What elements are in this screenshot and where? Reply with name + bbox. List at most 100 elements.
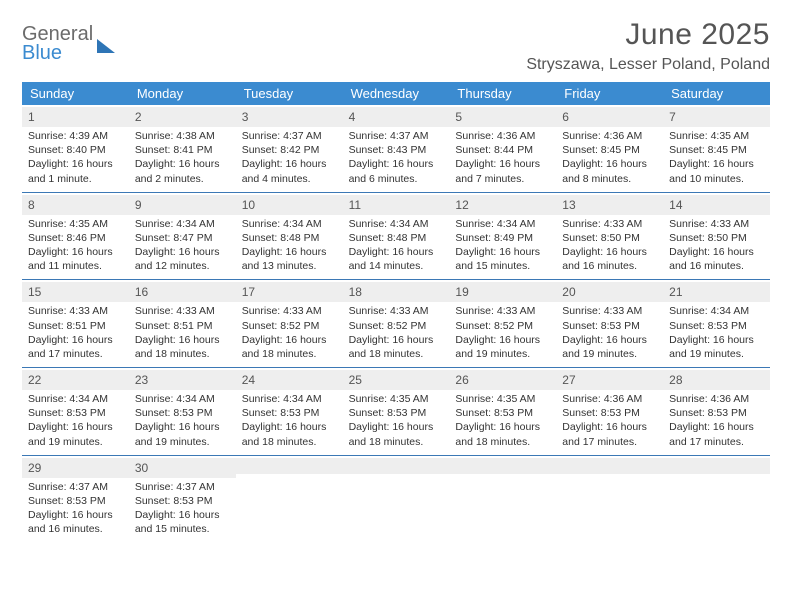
day-number-bar: 11 — [343, 195, 450, 215]
daylight-line: Daylight: 16 hours and 6 minutes. — [349, 157, 444, 185]
day-number: 6 — [562, 110, 569, 124]
page-header: General Blue June 2025 Stryszawa, Lesser… — [22, 18, 770, 74]
day-cell: 5Sunrise: 4:36 AMSunset: 8:44 PMDaylight… — [449, 105, 556, 192]
sunset-line: Sunset: 8:53 PM — [135, 494, 230, 508]
sunset-line: Sunset: 8:52 PM — [242, 319, 337, 333]
day-number: 27 — [562, 373, 575, 387]
day-number-bar: 7 — [663, 107, 770, 127]
sunset-line: Sunset: 8:50 PM — [669, 231, 764, 245]
sunset-line: Sunset: 8:49 PM — [455, 231, 550, 245]
day-number: 5 — [455, 110, 462, 124]
day-cell: 29Sunrise: 4:37 AMSunset: 8:53 PMDayligh… — [22, 456, 129, 543]
daylight-line: Daylight: 16 hours and 18 minutes. — [135, 333, 230, 361]
day-cell: 30Sunrise: 4:37 AMSunset: 8:53 PMDayligh… — [129, 456, 236, 543]
day-cell: 17Sunrise: 4:33 AMSunset: 8:52 PMDayligh… — [236, 280, 343, 367]
sunrise-line: Sunrise: 4:35 AM — [669, 129, 764, 143]
month-title: June 2025 — [526, 18, 770, 52]
daylight-line: Daylight: 16 hours and 10 minutes. — [669, 157, 764, 185]
weekday-label: Wednesday — [343, 82, 450, 105]
sunrise-line: Sunrise: 4:37 AM — [28, 480, 123, 494]
sunset-line: Sunset: 8:45 PM — [562, 143, 657, 157]
week-row: 29Sunrise: 4:37 AMSunset: 8:53 PMDayligh… — [22, 456, 770, 543]
day-number: 23 — [135, 373, 148, 387]
daylight-line: Daylight: 16 hours and 17 minutes. — [562, 420, 657, 448]
sunset-line: Sunset: 8:47 PM — [135, 231, 230, 245]
sunset-line: Sunset: 8:53 PM — [349, 406, 444, 420]
daylight-line: Daylight: 16 hours and 11 minutes. — [28, 245, 123, 273]
day-number: 13 — [562, 198, 575, 212]
day-number-bar: 25 — [343, 370, 450, 390]
day-number-bar — [236, 458, 343, 474]
sunset-line: Sunset: 8:43 PM — [349, 143, 444, 157]
day-cell — [556, 456, 663, 543]
logo-line2: Blue — [22, 43, 93, 63]
weekday-label: Tuesday — [236, 82, 343, 105]
day-number: 30 — [135, 461, 148, 475]
day-cell: 11Sunrise: 4:34 AMSunset: 8:48 PMDayligh… — [343, 193, 450, 280]
day-number-bar — [556, 458, 663, 474]
day-number-bar: 12 — [449, 195, 556, 215]
day-cell: 3Sunrise: 4:37 AMSunset: 8:42 PMDaylight… — [236, 105, 343, 192]
logo-text: General Blue — [22, 24, 93, 63]
day-number-bar: 5 — [449, 107, 556, 127]
day-number: 28 — [669, 373, 682, 387]
day-cell — [343, 456, 450, 543]
sunrise-line: Sunrise: 4:33 AM — [28, 304, 123, 318]
day-number-bar: 21 — [663, 282, 770, 302]
day-number-bar — [343, 458, 450, 474]
daylight-line: Daylight: 16 hours and 15 minutes. — [455, 245, 550, 273]
day-number: 19 — [455, 285, 468, 299]
day-number: 17 — [242, 285, 255, 299]
day-cell: 28Sunrise: 4:36 AMSunset: 8:53 PMDayligh… — [663, 368, 770, 455]
day-number-bar: 15 — [22, 282, 129, 302]
sunrise-line: Sunrise: 4:37 AM — [135, 480, 230, 494]
day-cell: 2Sunrise: 4:38 AMSunset: 8:41 PMDaylight… — [129, 105, 236, 192]
weekday-label: Saturday — [663, 82, 770, 105]
day-number-bar: 10 — [236, 195, 343, 215]
sunrise-line: Sunrise: 4:33 AM — [349, 304, 444, 318]
daylight-line: Daylight: 16 hours and 18 minutes. — [242, 333, 337, 361]
day-number: 22 — [28, 373, 41, 387]
sunset-line: Sunset: 8:42 PM — [242, 143, 337, 157]
weeks-container: 1Sunrise: 4:39 AMSunset: 8:40 PMDaylight… — [22, 105, 770, 542]
day-number-bar: 8 — [22, 195, 129, 215]
day-cell: 19Sunrise: 4:33 AMSunset: 8:52 PMDayligh… — [449, 280, 556, 367]
day-number: 12 — [455, 198, 468, 212]
sunrise-line: Sunrise: 4:35 AM — [455, 392, 550, 406]
day-number-bar: 27 — [556, 370, 663, 390]
weekday-label: Friday — [556, 82, 663, 105]
day-number: 24 — [242, 373, 255, 387]
daylight-line: Daylight: 16 hours and 18 minutes. — [349, 333, 444, 361]
day-cell: 14Sunrise: 4:33 AMSunset: 8:50 PMDayligh… — [663, 193, 770, 280]
sunrise-line: Sunrise: 4:39 AM — [28, 129, 123, 143]
week-row: 15Sunrise: 4:33 AMSunset: 8:51 PMDayligh… — [22, 280, 770, 368]
sunset-line: Sunset: 8:48 PM — [242, 231, 337, 245]
sunset-line: Sunset: 8:53 PM — [135, 406, 230, 420]
sunset-line: Sunset: 8:53 PM — [455, 406, 550, 420]
sunrise-line: Sunrise: 4:37 AM — [242, 129, 337, 143]
day-number-bar: 26 — [449, 370, 556, 390]
sunset-line: Sunset: 8:50 PM — [562, 231, 657, 245]
day-number-bar: 24 — [236, 370, 343, 390]
day-number: 16 — [135, 285, 148, 299]
day-number: 20 — [562, 285, 575, 299]
sunset-line: Sunset: 8:53 PM — [562, 319, 657, 333]
day-number: 29 — [28, 461, 41, 475]
sunset-line: Sunset: 8:53 PM — [562, 406, 657, 420]
sunrise-line: Sunrise: 4:36 AM — [562, 129, 657, 143]
logo: General Blue — [22, 18, 115, 63]
day-number-bar: 4 — [343, 107, 450, 127]
day-cell — [236, 456, 343, 543]
daylight-line: Daylight: 16 hours and 18 minutes. — [455, 420, 550, 448]
day-number: 25 — [349, 373, 362, 387]
daylight-line: Daylight: 16 hours and 7 minutes. — [455, 157, 550, 185]
day-cell: 23Sunrise: 4:34 AMSunset: 8:53 PMDayligh… — [129, 368, 236, 455]
day-number-bar: 30 — [129, 458, 236, 478]
daylight-line: Daylight: 16 hours and 4 minutes. — [242, 157, 337, 185]
day-cell: 9Sunrise: 4:34 AMSunset: 8:47 PMDaylight… — [129, 193, 236, 280]
sunrise-line: Sunrise: 4:33 AM — [562, 304, 657, 318]
daylight-line: Daylight: 16 hours and 19 minutes. — [135, 420, 230, 448]
daylight-line: Daylight: 16 hours and 12 minutes. — [135, 245, 230, 273]
sunrise-line: Sunrise: 4:34 AM — [669, 304, 764, 318]
day-number-bar: 17 — [236, 282, 343, 302]
